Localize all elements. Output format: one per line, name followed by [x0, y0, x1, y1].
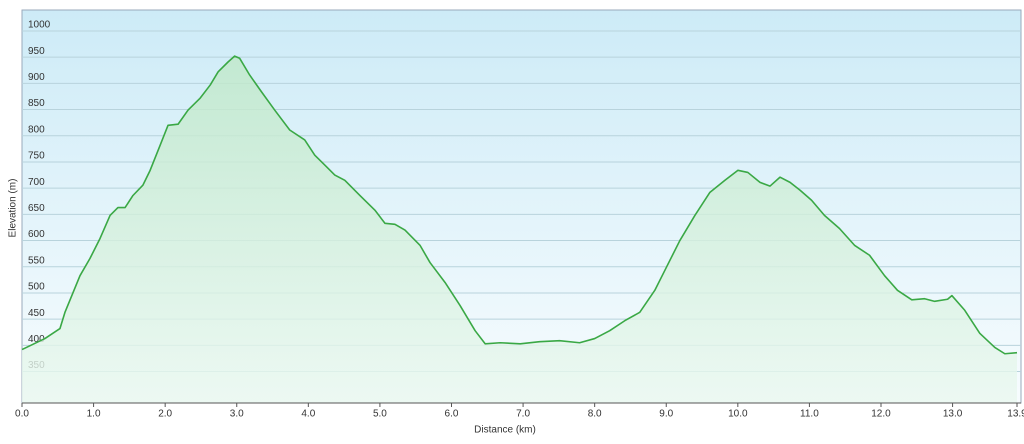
y-tick-label: 950 [28, 46, 45, 57]
x-tick-label: 6.0 [445, 409, 459, 420]
x-tick-label: 13.0 [943, 409, 963, 420]
x-tick-label: 8.0 [588, 409, 602, 420]
x-tick-label: 2.0 [158, 409, 172, 420]
y-tick-label: 750 [28, 151, 45, 162]
y-tick-label: 650 [28, 203, 45, 214]
y-tick-label: 1000 [28, 20, 51, 31]
x-tick-label: 3.0 [230, 409, 244, 420]
x-tick-label: 7.0 [516, 409, 530, 420]
y-tick-label: 900 [28, 72, 45, 83]
y-tick-label: 400 [28, 334, 45, 345]
y-tick-label: 850 [28, 98, 45, 109]
elevation-line [21, 55, 1018, 355]
x-tick-label: 12.0 [871, 409, 891, 420]
y-tick-label: 550 [28, 255, 45, 266]
x-tick-label: 0.0 [15, 409, 29, 420]
x-tick-label: 9.0 [659, 409, 673, 420]
y-tick-label: 800 [28, 124, 45, 135]
y-tick-label: 450 [28, 308, 45, 319]
x-tick-label: 1.0 [87, 409, 101, 420]
y-tick-label: 500 [28, 282, 45, 293]
x-tick-label: 5.0 [373, 409, 387, 420]
y-axis-label: Elevation (m) [8, 179, 19, 238]
x-tick-label: 13.9 [1007, 409, 1024, 420]
y-tick-label: 700 [28, 177, 45, 188]
y-tick-label: 600 [28, 229, 45, 240]
x-tick-label: 11.0 [800, 409, 819, 420]
x-tick-label: 4.0 [301, 409, 315, 420]
x-axis-label: Distance (km) [474, 425, 536, 436]
x-tick-label: 10.0 [728, 409, 748, 420]
area-fill [22, 56, 1017, 403]
